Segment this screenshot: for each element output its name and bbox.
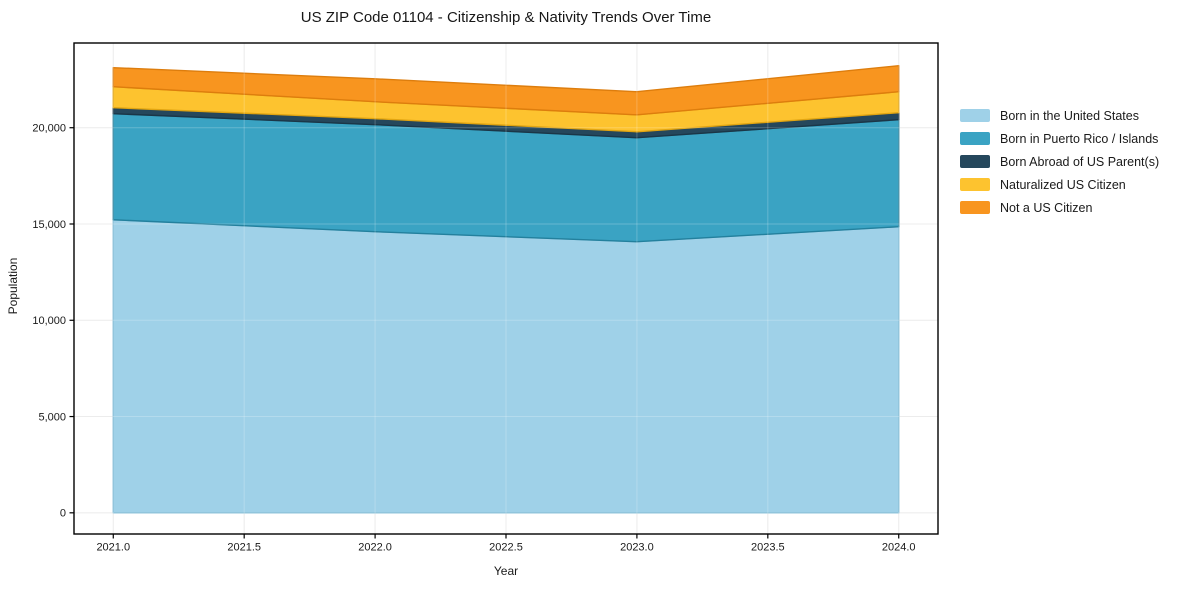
chart-title: US ZIP Code 01104 - Citizenship & Nativi… [300,9,712,26]
legend-label: Born in the United States [1000,108,1139,123]
legend-swatch-born-us [960,109,990,122]
x-axis-label: Year [493,564,519,578]
svg-text:10,000: 10,000 [32,315,66,327]
legend-label: Not a US Citizen [1000,200,1093,215]
svg-text:2022.5: 2022.5 [489,542,523,554]
legend-label: Born Abroad of US Parent(s) [1000,154,1160,169]
svg-text:2021.0: 2021.0 [96,542,130,554]
legend-item: Naturalized US Citizen [960,173,1186,196]
legend-swatch-naturalized [960,178,990,191]
legend-label: Born in Puerto Rico / Islands [1000,131,1159,146]
legend-item: Born Abroad of US Parent(s) [960,150,1186,173]
svg-text:5,000: 5,000 [38,411,66,423]
legend-item: Born in the United States [960,104,1186,127]
legend-item: Born in Puerto Rico / Islands [960,127,1186,150]
legend-label: Naturalized US Citizen [1000,177,1126,192]
legend-swatch-not-citizen [960,201,990,214]
svg-text:15,000: 15,000 [32,219,66,231]
legend-item: Not a US Citizen [960,196,1186,219]
svg-text:2022.0: 2022.0 [358,542,392,554]
svg-text:0: 0 [60,508,66,520]
svg-text:2023.0: 2023.0 [620,542,654,554]
legend-swatch-puerto-rico [960,132,990,145]
legend: Born in the United States Born in Puerto… [960,104,1186,219]
y-axis-label: Population [6,257,20,315]
svg-text:2021.5: 2021.5 [227,542,261,554]
svg-text:2023.5: 2023.5 [751,542,785,554]
svg-text:2024.0: 2024.0 [882,542,916,554]
svg-text:20,000: 20,000 [32,123,66,135]
legend-swatch-born-abroad [960,155,990,168]
